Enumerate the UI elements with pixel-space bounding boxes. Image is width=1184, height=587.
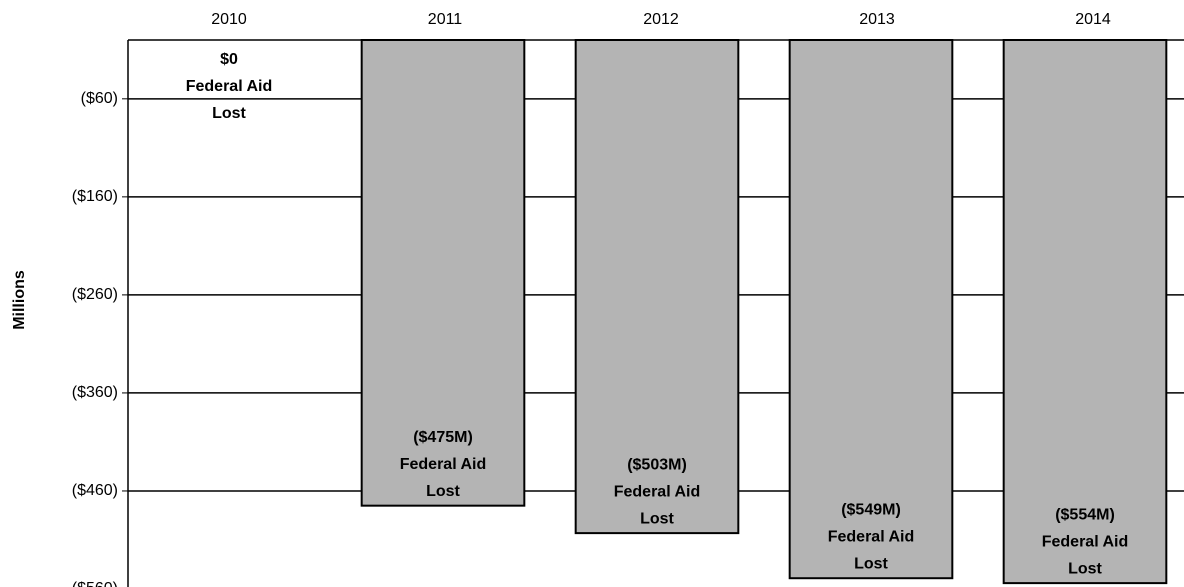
bar xyxy=(360,39,526,507)
data-label-note: Federal Aid xyxy=(614,483,701,500)
data-label-note: Federal Aid xyxy=(400,456,487,473)
x-tick-label: 2010 xyxy=(211,11,247,28)
x-tick-label: 2013 xyxy=(859,11,895,28)
bar xyxy=(788,39,954,580)
data-label-note: Lost xyxy=(1068,560,1102,577)
data-label: ($549M) xyxy=(841,501,901,518)
y-tick-label: ($460) xyxy=(72,482,118,499)
x-tick-label: 2012 xyxy=(643,11,679,28)
x-tick-label: 2014 xyxy=(1075,11,1111,28)
data-label: $0 xyxy=(220,51,238,68)
data-label: ($503M) xyxy=(627,456,687,473)
data-label: ($475M) xyxy=(413,429,473,446)
y-tick-label: ($60) xyxy=(81,90,118,107)
data-label-note: Federal Aid xyxy=(1042,533,1129,550)
data-label-note: Lost xyxy=(426,483,460,500)
y-tick-label: ($260) xyxy=(72,286,118,303)
x-tick-label: 2011 xyxy=(428,11,463,28)
data-label-note: Lost xyxy=(640,510,674,527)
data-label: ($554M) xyxy=(1055,506,1115,523)
y-tick-label: ($360) xyxy=(72,384,118,401)
data-label-note: Federal Aid xyxy=(828,528,915,545)
y-tick-label: ($560) xyxy=(72,580,118,587)
bar xyxy=(1002,39,1168,585)
data-label-note: Lost xyxy=(854,555,888,572)
bar xyxy=(574,39,740,535)
data-label-note: Lost xyxy=(212,105,246,122)
y-tick-label: ($160) xyxy=(72,188,118,205)
data-label-note: Federal Aid xyxy=(186,78,273,95)
y-axis-label: Millions xyxy=(11,270,28,330)
